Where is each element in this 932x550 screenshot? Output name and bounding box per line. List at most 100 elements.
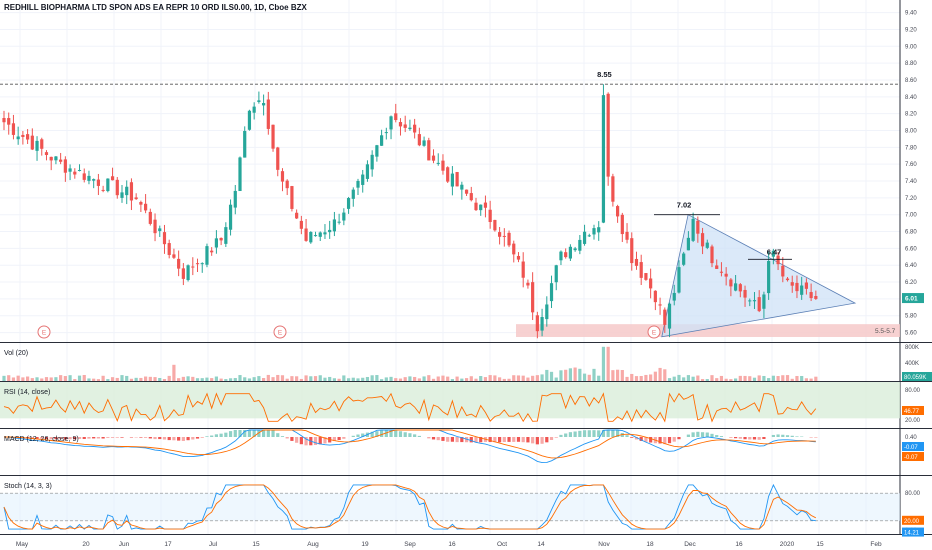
volume-bar [205,377,209,381]
candle-body [413,124,417,133]
macd-histogram-bar [219,433,223,437]
candle-body [44,152,49,156]
last-price-label: 6.01 [905,296,918,303]
time-axis-tick-label: 14 [537,541,545,548]
candle-body [450,173,454,187]
volume-bar [441,375,445,381]
volume-bar [554,377,558,381]
candle-body [682,253,686,265]
candle-body [356,180,360,188]
macd-histogram-bar [167,437,171,441]
volume-bar [686,375,690,381]
macd-last-label: -0.07 [904,445,918,451]
volume-bar [762,375,766,381]
volume-bar [413,376,417,381]
price-axis-tick-label: 6.20 [905,280,917,286]
volume-bar [49,377,53,381]
macd-histogram-bar [710,433,714,437]
volume-bar [455,376,459,381]
candle-body [92,179,96,181]
candle-body [266,99,270,129]
volume-bar [110,377,115,381]
volume-bar [427,375,431,381]
macd-histogram-bar [323,437,327,444]
macd-histogram-bar [35,437,39,439]
candle-body [271,124,275,149]
time-axis-tick-label: 15 [252,541,260,548]
candle-body [686,237,690,251]
candle-body [243,130,247,158]
candle-body [365,164,370,179]
macd-histogram-bar [625,435,629,437]
volume-bar [323,377,327,381]
candle-body [228,204,233,230]
macd-axis-tick-label: 0.40 [905,435,917,441]
candle-body [238,157,242,192]
price-axis-tick-label: 6.80 [905,230,917,236]
macd-histogram-bar [398,431,403,437]
candle-body [748,300,752,302]
candle-body [469,193,473,201]
candle-body [667,303,672,329]
macd-histogram-bar [361,433,365,437]
macd-histogram-bar [512,437,516,442]
volume-bar [611,370,615,381]
candle-body [285,180,289,189]
time-axis-tick-label: 16 [735,541,743,548]
candle-body [455,172,459,187]
candle-body [597,227,601,233]
macd-histogram-bar [115,437,119,438]
macd-histogram-bar [162,437,167,440]
volume-bar [649,374,653,381]
time-axis-tick-label: Nov [598,541,610,548]
volume-bar [389,376,393,381]
macd-histogram-bar [92,437,96,439]
volume-bar [408,376,412,381]
rsi-title: RSI (14, close) [4,389,50,396]
volume-bar [568,368,572,381]
candle-body [153,219,157,234]
macd-histogram-bar [667,437,672,444]
volume-bar [502,378,506,381]
volume-bar [403,377,407,381]
macd-histogram-bar [247,430,252,437]
volume-bar [214,376,218,381]
annotation-label-high: 8.55 [597,70,612,79]
macd-histogram-bar [771,434,775,437]
macd-histogram-bar [238,430,242,437]
volume-bar [738,375,742,381]
candle-body [625,231,629,240]
macd-histogram-bar [649,437,653,443]
volume-bar [73,379,77,381]
candle-body [40,139,44,149]
volume-bar [752,377,757,381]
candle-body [464,189,469,194]
candle-body [488,209,492,223]
stoch-k-line [3,483,816,530]
macd-signal-last-label: -0.07 [904,455,918,461]
annotation-label-7-02: 7.02 [677,201,692,210]
volume-bar [696,375,700,381]
volume-bar [417,378,421,381]
volume-bar [464,378,469,381]
candle-body [658,304,662,306]
candle-body [752,300,757,302]
stoch-title: Stoch (14, 3, 3) [4,483,52,490]
macd-histogram-bar [738,437,742,439]
macd-histogram-bar [658,437,662,444]
macd-histogram-bar [228,431,233,437]
volume-bar [710,375,714,381]
volume-bar [507,378,511,381]
volume-bar [450,379,454,381]
macd-histogram-bar [337,437,341,441]
volume-bar [549,371,554,381]
candle-body [129,182,134,201]
macd-histogram-bar [814,437,818,438]
volume-bar [299,378,303,381]
stoch-band [0,493,900,521]
volume-bar [384,377,388,381]
volume-bar [228,378,233,381]
candle-body [323,232,327,235]
candle-body [351,189,355,199]
